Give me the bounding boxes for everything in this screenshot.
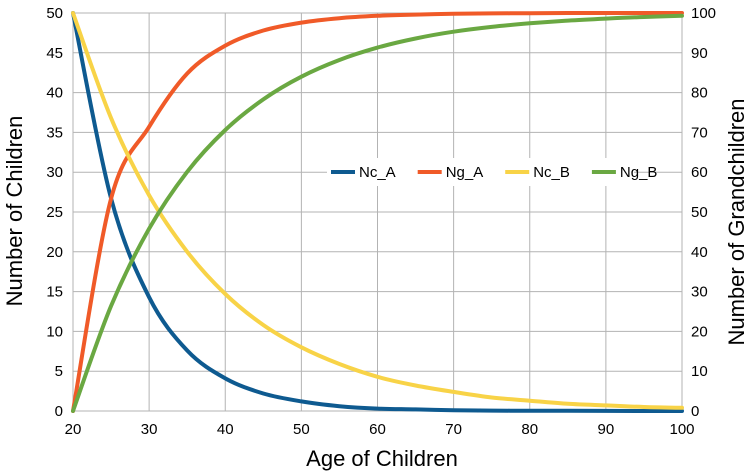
y-tick-label: 20 <box>46 244 63 261</box>
x-tick-label: 80 <box>521 421 538 438</box>
y-tick-label: 40 <box>46 85 63 102</box>
y2-tick-label: 60 <box>691 164 708 181</box>
y-axis-title: Number of Children <box>2 116 27 307</box>
y2-tick-label: 90 <box>691 45 708 62</box>
x-tick-label: 90 <box>598 421 615 438</box>
y2-tick-label: 0 <box>691 403 699 420</box>
x-tick-label: 100 <box>669 421 694 438</box>
y2-axis-title: Number of Grandchildren <box>724 98 748 345</box>
series-line-nc-b <box>71 11 684 410</box>
legend-box <box>327 158 634 186</box>
y-tick-label: 45 <box>46 45 63 62</box>
series-line-nc-a <box>71 11 684 413</box>
y-tick-label: 35 <box>46 124 63 141</box>
x-tick-label: 40 <box>217 421 234 438</box>
y-tick-label: 0 <box>55 403 63 420</box>
x-tick-label: 60 <box>369 421 386 438</box>
x-tick-label: 50 <box>293 421 310 438</box>
y-tick-label: 25 <box>46 204 63 221</box>
legend-label: Ng_B <box>620 164 658 181</box>
legend-label: Nc_A <box>359 164 396 181</box>
y-tick-label: 15 <box>46 284 63 301</box>
y2-tick-label: 10 <box>691 363 708 380</box>
grid <box>72 12 683 412</box>
y-tick-label: 50 <box>46 5 63 22</box>
y-tick-label: 10 <box>46 323 63 340</box>
series-lines <box>71 10 684 413</box>
legend-label: Nc_B <box>533 164 570 181</box>
y2-tick-label: 20 <box>691 323 708 340</box>
y2-tick-label: 100 <box>691 5 716 22</box>
y2-tick-label: 40 <box>691 244 708 261</box>
tick-labels: 20 30 40 50 60 70 80 90 100051015202530354045500… <box>46 5 716 438</box>
y2-tick-label: 80 <box>691 85 708 102</box>
series-line-ng-b <box>71 13 684 413</box>
x-axis-title: Age of Children <box>306 446 458 471</box>
series-line-ng-a <box>71 10 684 413</box>
y2-tick-label: 30 <box>691 284 708 301</box>
y-tick-label: 30 <box>46 164 63 181</box>
y-tick-label: 5 <box>55 363 63 380</box>
legend-label: Ng_A <box>446 164 484 181</box>
legend: Nc_A Ng_A Nc_B Ng_B <box>327 158 657 186</box>
x-tick-label: 30 <box>141 421 158 438</box>
y2-tick-label: 70 <box>691 124 708 141</box>
x-tick-label: 20 <box>65 421 82 438</box>
x-tick-label: 70 <box>445 421 462 438</box>
y2-tick-label: 50 <box>691 204 708 221</box>
